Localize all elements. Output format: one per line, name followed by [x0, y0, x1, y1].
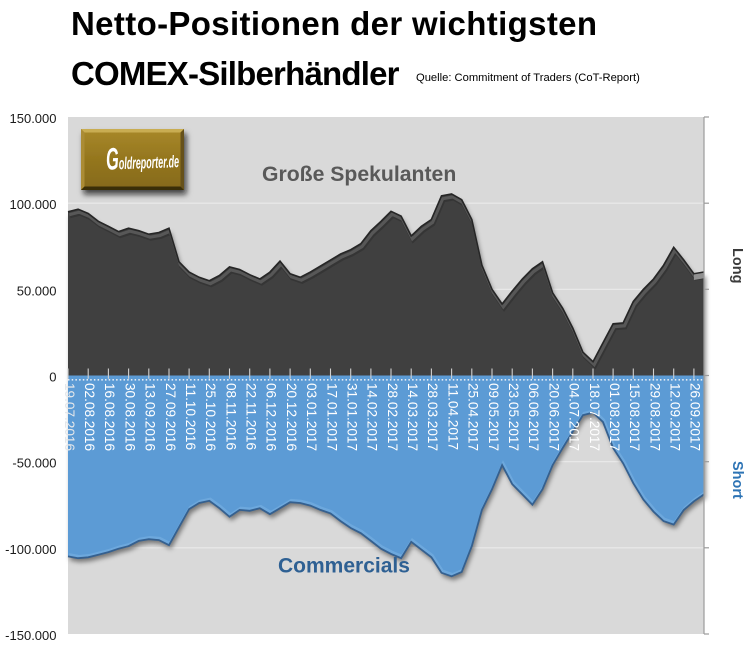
svg-text:-150.000: -150.000: [5, 628, 56, 643]
svg-text:17.01.2017: 17.01.2017: [324, 383, 339, 451]
svg-text:23.05.2017: 23.05.2017: [506, 383, 521, 451]
svg-text:02.08.2016: 02.08.2016: [82, 383, 97, 451]
svg-text:22.11.2016: 22.11.2016: [244, 383, 259, 450]
svg-text:08.11.2016: 08.11.2016: [223, 383, 238, 450]
svg-text:01.08.2017: 01.08.2017: [607, 383, 622, 451]
svg-text:Commercials: Commercials: [278, 555, 410, 578]
svg-text:11.10.2016: 11.10.2016: [183, 383, 198, 450]
svg-text:16.08.2016: 16.08.2016: [102, 383, 117, 451]
svg-text:-50.000: -50.000: [12, 456, 56, 471]
svg-text:25.10.2016: 25.10.2016: [203, 383, 218, 451]
svg-text:15.08.2017: 15.08.2017: [627, 383, 642, 451]
svg-text:0: 0: [49, 370, 56, 385]
svg-text:26.09.2017: 26.09.2017: [688, 383, 703, 451]
svg-text:Long: Long: [729, 248, 745, 283]
svg-text:29.08.2017: 29.08.2017: [647, 383, 662, 451]
svg-text:13.09.2016: 13.09.2016: [143, 383, 158, 451]
svg-text:14.02.2017: 14.02.2017: [365, 383, 380, 451]
svg-text:20.12.2016: 20.12.2016: [284, 383, 299, 451]
svg-text:06.06.2017: 06.06.2017: [526, 383, 541, 451]
svg-text:28.02.2017: 28.02.2017: [385, 383, 400, 451]
svg-text:04.07.2017: 04.07.2017: [567, 383, 582, 451]
svg-text:18.07.2017: 18.07.2017: [587, 383, 602, 451]
svg-text:03.01.2017: 03.01.2017: [304, 383, 319, 451]
svg-text:20.06.2017: 20.06.2017: [546, 383, 561, 451]
svg-text:31.01.2017: 31.01.2017: [345, 383, 360, 451]
svg-text:11.04.2017: 11.04.2017: [445, 383, 460, 450]
svg-text:25.04.2017: 25.04.2017: [466, 383, 481, 451]
svg-text:Short: Short: [729, 461, 745, 499]
svg-text:-100.000: -100.000: [5, 542, 56, 557]
svg-text:28.03.2017: 28.03.2017: [425, 383, 440, 451]
svg-text:50.000: 50.000: [17, 283, 57, 298]
svg-text:Große Spekulanten: Große Spekulanten: [262, 163, 456, 186]
svg-text:19.07.2016: 19.07.2016: [62, 383, 77, 451]
svg-text:100.000: 100.000: [10, 197, 57, 212]
svg-text:14.03.2017: 14.03.2017: [405, 383, 420, 451]
svg-text:12.09.2017: 12.09.2017: [668, 383, 683, 451]
svg-text:09.05.2017: 09.05.2017: [486, 383, 501, 451]
svg-text:06.12.2016: 06.12.2016: [264, 383, 279, 451]
svg-text:27.09.2016: 27.09.2016: [163, 383, 178, 451]
svg-text:150.000: 150.000: [10, 111, 57, 126]
svg-text:30.08.2016: 30.08.2016: [122, 383, 137, 451]
